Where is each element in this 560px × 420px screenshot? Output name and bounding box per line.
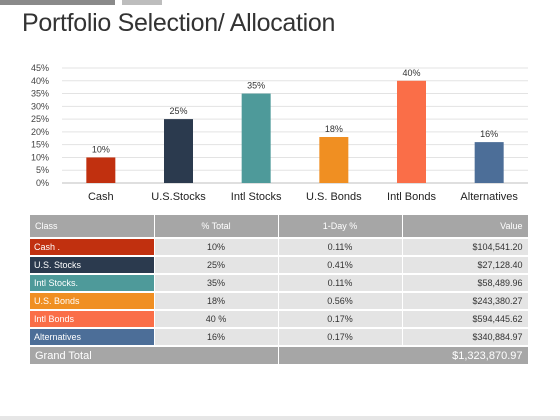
- data-label: 18%: [325, 124, 343, 134]
- class-cell: Intl Stocks.: [30, 274, 155, 293]
- header-accent-bar-secondary: [122, 0, 162, 5]
- y-tick-label: 40%: [31, 76, 49, 86]
- total-cell: 25%: [154, 256, 279, 275]
- grand-total-value: $1,323,870.97: [278, 346, 529, 366]
- table-row: Intl Bonds 40 % 0.17% $594,445.62: [30, 310, 529, 329]
- value-cell: $58,489.96: [402, 274, 529, 293]
- x-tick-label: Intl Stocks: [231, 191, 282, 203]
- bar: [241, 93, 271, 183]
- column-header-total: % Total: [154, 215, 279, 239]
- day-cell: 0.17%: [278, 328, 403, 347]
- bar: [86, 157, 116, 183]
- allocation-bar-chart: 0% 5% 10% 15% 20% 25% 30% 35% 40% 45% 10% Cash 25% U.…: [31, 63, 528, 203]
- total-cell: 40 %: [154, 310, 279, 329]
- class-cell: Cash .: [30, 238, 155, 257]
- data-label: 40%: [402, 68, 420, 78]
- y-tick-label: 5%: [36, 165, 49, 175]
- bar: [474, 142, 504, 183]
- x-tick-label: Cash: [88, 191, 114, 203]
- value-cell: $104,541.20: [402, 238, 529, 257]
- x-tick-label: Alternatives: [460, 191, 518, 203]
- bar: [164, 119, 193, 183]
- allocation-table: Class % Total 1-Day % Value Cash . 10% 0…: [30, 215, 529, 366]
- value-cell: $340,884.97: [402, 328, 529, 347]
- column-header-value: Value: [402, 215, 529, 239]
- table-row: Intl Stocks. 35% 0.11% $58,489.96: [30, 274, 529, 293]
- table-row: U.S. Bonds 18% 0.56% $243,380.27: [30, 292, 529, 311]
- y-tick-label: 35%: [31, 89, 49, 99]
- day-cell: 0.41%: [278, 256, 403, 275]
- day-cell: 0.56%: [278, 292, 403, 311]
- column-header-day: 1-Day %: [278, 215, 403, 239]
- class-cell: Intl Bonds: [30, 310, 155, 329]
- y-tick-label: 30%: [31, 101, 49, 111]
- day-cell: 0.11%: [278, 238, 403, 257]
- x-tick-label: Intl Bonds: [387, 191, 436, 203]
- total-cell: 16%: [154, 328, 279, 347]
- data-label: 25%: [169, 106, 187, 116]
- bar: [319, 137, 349, 183]
- grand-total-row: Grand Total $1,323,870.97: [30, 346, 529, 366]
- table-row: Cash . 10% 0.11% $104,541.20: [30, 238, 529, 257]
- value-cell: $594,445.62: [402, 310, 529, 329]
- data-label: 35%: [247, 81, 265, 91]
- y-tick-label: 20%: [31, 127, 49, 137]
- y-tick-label: 15%: [31, 140, 49, 150]
- class-cell: U.S. Stocks: [30, 256, 155, 275]
- total-cell: 35%: [154, 274, 279, 293]
- total-cell: 18%: [154, 292, 279, 311]
- footer-bar: [0, 416, 560, 420]
- y-tick-label: 0%: [36, 178, 49, 188]
- table-row: U.S. Stocks 25% 0.41% $27,128.40: [30, 256, 529, 275]
- y-tick-label: 10%: [31, 152, 49, 162]
- y-tick-label: 25%: [31, 114, 49, 124]
- table-header-row: Class % Total 1-Day % Value: [30, 215, 529, 239]
- value-cell: $27,128.40: [402, 256, 529, 275]
- y-tick-label: 45%: [31, 63, 49, 73]
- bar: [397, 80, 426, 183]
- grand-total-label: Grand Total: [30, 346, 279, 366]
- total-cell: 10%: [154, 238, 279, 257]
- day-cell: 0.17%: [278, 310, 403, 329]
- header-accent-bar: [0, 0, 115, 5]
- x-tick-label: U.S. Bonds: [306, 191, 362, 203]
- value-cell: $243,380.27: [402, 292, 529, 311]
- data-label: 10%: [92, 144, 110, 154]
- column-header-class: Class: [30, 215, 155, 239]
- data-label: 16%: [480, 129, 498, 139]
- table-row: Alternatives 16% 0.17% $340,884.97: [30, 328, 529, 347]
- x-tick-label: U.S.Stocks: [151, 191, 206, 203]
- day-cell: 0.11%: [278, 274, 403, 293]
- page-title: Portfolio Selection/ Allocation: [22, 9, 336, 37]
- class-cell: U.S. Bonds: [30, 292, 155, 311]
- class-cell: Alternatives: [30, 328, 155, 347]
